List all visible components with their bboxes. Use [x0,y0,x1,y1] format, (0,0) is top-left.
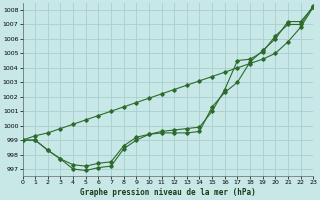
X-axis label: Graphe pression niveau de la mer (hPa): Graphe pression niveau de la mer (hPa) [80,188,256,197]
